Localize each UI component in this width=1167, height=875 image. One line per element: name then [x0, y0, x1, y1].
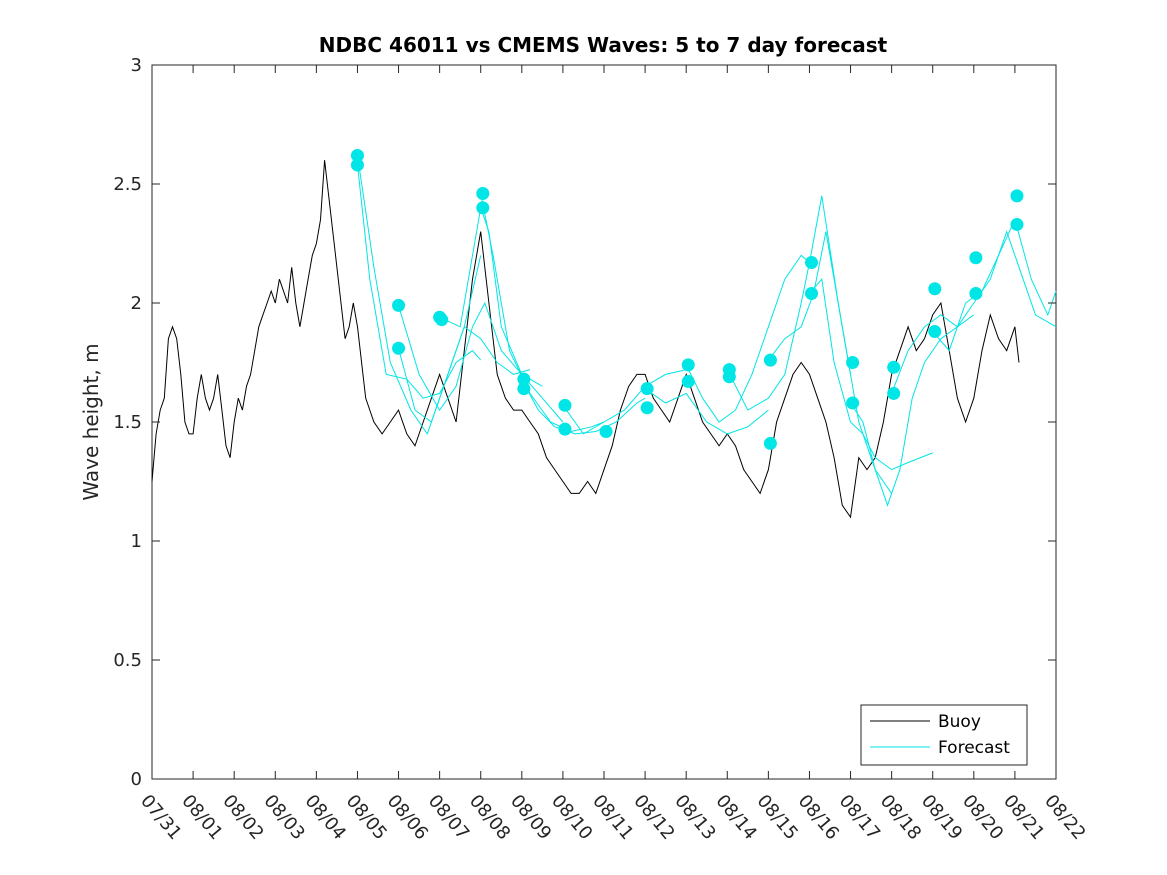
- plot-area: [151, 64, 1057, 780]
- x-tick-label: 07/31: [136, 791, 185, 844]
- forecast-marker: [887, 386, 901, 400]
- x-tick-label: 08/01: [177, 791, 226, 844]
- y-tick-label: 0.5: [113, 650, 142, 671]
- x-tick-label: 08/10: [547, 791, 596, 844]
- series-forecast-line: [809, 278, 933, 471]
- legend: Buoy Forecast: [860, 704, 1028, 766]
- forecast-marker: [1010, 217, 1024, 231]
- forecast-marker: [392, 298, 406, 312]
- series-forecast-line: [685, 254, 810, 423]
- series-forecast-line: [480, 193, 605, 433]
- forecast-marker: [392, 341, 406, 355]
- forecast-marker: [805, 286, 819, 300]
- forecast-marker: [599, 425, 613, 439]
- series-forecast-line: [439, 207, 564, 423]
- x-tick-label: 08/04: [301, 791, 350, 844]
- series-forecast-line: [644, 388, 769, 435]
- x-tick-label: 08/18: [876, 791, 925, 844]
- series-forecast-line: [398, 325, 531, 423]
- x-tick-label: 08/20: [958, 791, 1007, 844]
- forecast-marker: [476, 201, 490, 215]
- y-axis: 0 0.5 1 1.5 2 2.5 3: [113, 55, 1056, 790]
- x-tick-label: 08/21: [999, 791, 1048, 844]
- forecast-marker: [350, 158, 364, 172]
- forecast-marker: [517, 372, 531, 386]
- y-tick-label: 2.5: [113, 174, 142, 195]
- x-tick-label: 08/19: [917, 791, 966, 844]
- forecast-marker: [722, 370, 736, 384]
- x-tick-label: 08/08: [465, 791, 514, 844]
- forecast-marker: [681, 358, 695, 372]
- x-tick-label: 08/07: [424, 791, 473, 844]
- x-tick-label: 08/16: [794, 791, 843, 844]
- x-tick-label: 08/22: [1040, 791, 1089, 844]
- series-forecast-line: [357, 155, 482, 435]
- x-tick-label: 08/05: [342, 791, 391, 844]
- forecast-marker: [435, 313, 449, 327]
- x-tick-label: 08/11: [588, 791, 637, 844]
- series-forecast-line: [398, 301, 543, 412]
- forecast-marker: [640, 401, 654, 415]
- series-forecast-line: [891, 230, 1057, 394]
- series-forecast-line: [521, 378, 646, 435]
- series-forecast-line: [357, 164, 482, 399]
- y-tick-label: 0: [131, 769, 142, 790]
- forecast-marker: [1010, 189, 1024, 203]
- series-forecast-line: [768, 231, 893, 494]
- forecast-marker: [928, 325, 942, 339]
- y-tick-label: 3: [131, 55, 142, 76]
- series-forecast-line: [562, 369, 687, 435]
- forecast-marker: [640, 382, 654, 396]
- series-forecast-line: [850, 314, 975, 507]
- forecast-marker: [805, 256, 819, 270]
- legend-forecast-label: Forecast: [938, 738, 1010, 758]
- x-tick-label: 08/02: [218, 791, 267, 844]
- y-tick-label: 2: [131, 293, 142, 314]
- x-tick-label: 08/06: [383, 791, 432, 844]
- series-forecast-line: [726, 195, 851, 411]
- forecast-marker: [476, 187, 490, 201]
- forecast-marker: [928, 282, 942, 296]
- x-tick-label: 08/12: [629, 791, 678, 844]
- x-tick-label: 08/09: [506, 791, 555, 844]
- x-tick-label: 08/03: [259, 791, 308, 844]
- legend-buoy-label: Buoy: [938, 712, 981, 732]
- forecast-marker: [558, 398, 572, 412]
- series-forecast-line: [932, 218, 1057, 352]
- forecast-marker: [350, 148, 364, 162]
- y-axis-label: Wave height, m: [79, 343, 103, 500]
- forecast-marker: [681, 375, 695, 389]
- y-tick-label: 1.5: [113, 412, 142, 433]
- x-tick-label: 08/13: [670, 791, 719, 844]
- forecast-marker: [517, 382, 531, 396]
- forecast-marker: [969, 286, 983, 300]
- forecast-marker: [558, 422, 572, 436]
- forecast-marker: [969, 251, 983, 265]
- series-buoy-line: [151, 160, 1020, 519]
- forecast-marker: [887, 360, 901, 374]
- x-tick-label: 08/17: [835, 791, 884, 844]
- forecast-marker: [846, 396, 860, 410]
- chart-title: NDBC 46011 vs CMEMS Waves: 5 to 7 day fo…: [319, 33, 888, 57]
- y-tick-label: 1: [131, 531, 142, 552]
- forecast-marker: [763, 353, 777, 367]
- forecast-marker: [763, 436, 777, 450]
- x-tick-label: 08/14: [711, 791, 760, 844]
- x-tick-label: 08/15: [753, 791, 802, 844]
- legend-box: [860, 704, 1028, 766]
- forecast-marker: [846, 356, 860, 369]
